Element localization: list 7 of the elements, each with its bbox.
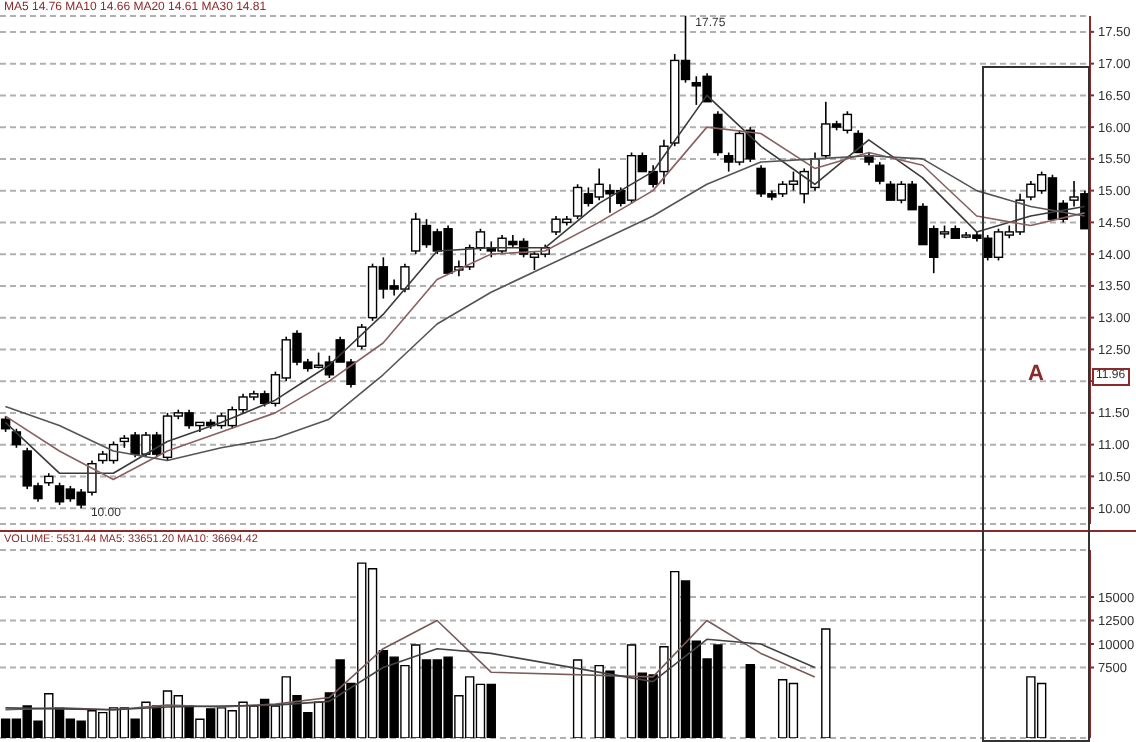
bar [745,663,755,738]
line-series [4,619,816,711]
candlestick [875,161,885,186]
line-series [4,638,816,711]
candlestick [853,129,863,154]
annotation: A [1026,362,1046,386]
candlestick [713,110,723,157]
